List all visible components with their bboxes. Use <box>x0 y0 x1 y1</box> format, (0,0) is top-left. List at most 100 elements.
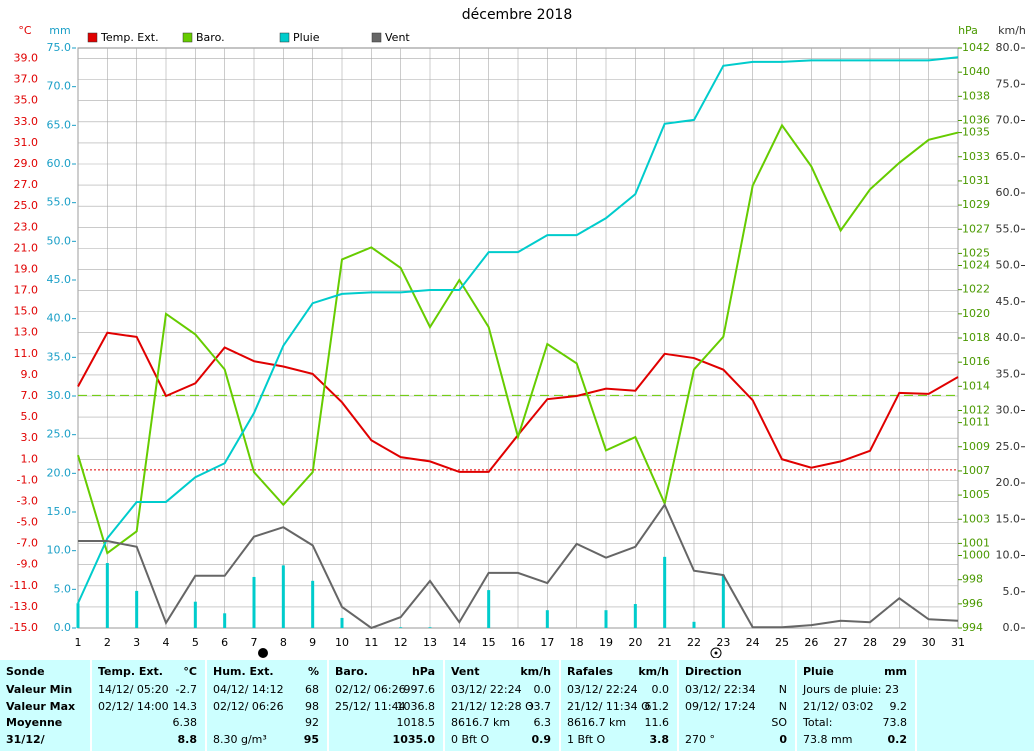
y2-tick-label: 998 <box>962 573 983 586</box>
y-tick-label: -3.0 <box>17 494 38 507</box>
y-tick-label: 5.0 <box>21 410 39 423</box>
stats-cell: 1018.5 <box>335 715 436 731</box>
y-tick-label: 21.0 <box>14 241 39 254</box>
stats-cell-value: 0.0 <box>651 683 670 696</box>
y2-tick-label: 1029 <box>962 198 990 211</box>
y3-tick-label: 45.0 <box>47 273 72 286</box>
stats-cell-value: N <box>778 683 787 696</box>
y2-tick-label: 1001 <box>962 536 990 549</box>
y3-tick-label: 10.0 <box>47 544 72 557</box>
x-tick-label: 19 <box>599 636 613 649</box>
stats-column-empty <box>915 660 1034 751</box>
stats-cell: 6.38 <box>98 715 198 731</box>
rain-bar <box>252 576 256 628</box>
y-tick-label: -9.0 <box>17 558 38 571</box>
x-tick-label: 8 <box>280 636 287 649</box>
stats-cell: 02/12/ 06:26 997.6 <box>335 682 435 698</box>
x-tick-label: 31 <box>951 636 965 649</box>
stats-cell: 73.8 mm 0.2 <box>803 732 907 748</box>
y4-tick-label: 35.0 <box>996 367 1021 380</box>
x-tick-label: 4 <box>163 636 170 649</box>
y3-tick-label: 25.0 <box>47 428 72 441</box>
stats-table: Sonde Valeur Min Valeur Max Moyenne 31/12/Te… <box>0 658 1034 751</box>
stats-cell-value: 33.7 <box>526 700 552 713</box>
y4-tick-label: 5.0 <box>1003 585 1021 598</box>
y3-tick-label: 75.0 <box>47 41 72 54</box>
rain-bar <box>135 590 139 628</box>
stats-cell: SO <box>685 715 787 731</box>
series-line <box>78 502 959 630</box>
rain-bar <box>604 610 608 628</box>
x-tick-label: 10 <box>335 636 349 649</box>
y-unit: °C <box>18 24 32 37</box>
y-tick-label: -11.0 <box>10 579 38 592</box>
x-tick-label: 1 <box>75 636 82 649</box>
y-tick-label: 37.0 <box>14 73 39 86</box>
x-tick-label: 16 <box>511 636 525 649</box>
x-tick-label: 29 <box>892 636 906 649</box>
stats-cell-value: 61.2 <box>644 700 670 713</box>
stats-header: Sonde <box>6 665 45 678</box>
legend-swatch <box>182 32 193 43</box>
stats-header-unit: hPa <box>411 665 435 678</box>
chart: décembre 2018 1 2 3 4 5 6 7 8 9 10 11 12 13 14 15 16 17 1… <box>10 7 1026 658</box>
stats-cell-value: 1018.5 <box>396 716 436 729</box>
y2-tick-label: 1040 <box>962 65 990 78</box>
rain-bar <box>692 621 696 628</box>
stats-cell-value: 68 <box>305 683 319 696</box>
y4-tick-label: 80.0 <box>996 41 1021 54</box>
y-tick-label: 39.0 <box>14 52 39 65</box>
stats-cell: 92 <box>213 715 319 731</box>
stats-cell-label: 14/12/ 05:20 <box>98 683 169 696</box>
legend-swatch <box>371 32 382 43</box>
legend-swatch <box>87 32 98 43</box>
rain-bar <box>633 604 637 628</box>
x-tick-label: 7 <box>251 636 258 649</box>
stats-cell: 14/12/ 05:20 -2.7 <box>98 682 197 698</box>
stats-cell: 02/12/ 14:00 14.3 <box>98 699 197 715</box>
stats-cell: 8616.7 km 6.3 <box>451 715 551 731</box>
stats-header-unit: mm <box>884 665 907 678</box>
y4-tick-label: 60.0 <box>996 186 1021 199</box>
x-tick-label: 6 <box>221 636 228 649</box>
stats-cell-label: 1 Bft O <box>567 733 606 746</box>
y3-tick-label: 70.0 <box>47 80 72 93</box>
y-tick-label: 15.0 <box>14 305 39 318</box>
stats-header: Baro. hPa <box>335 664 435 680</box>
y4-tick-label: 50.0 <box>996 259 1021 272</box>
y4-tick-label: 10.0 <box>996 549 1021 562</box>
stats-cell-label: 8616.7 km <box>567 716 627 729</box>
stats-cell-label: 04/12/ 14:12 <box>213 683 284 696</box>
x-tick-label: 30 <box>922 636 936 649</box>
y3-tick-label: 55.0 <box>47 196 72 209</box>
stats-cell-value: 11.6 <box>644 716 670 729</box>
stats-cell: 1 Bft O 3.8 <box>567 732 669 748</box>
y-tick-label: 33.0 <box>14 115 39 128</box>
y4-tick-label: 55.0 <box>996 222 1021 235</box>
y4-tick-label: 30.0 <box>996 404 1021 417</box>
y4-tick-label: 40.0 <box>996 331 1021 344</box>
y-tick-label: 31.0 <box>14 136 39 149</box>
stats-column: Sonde Valeur Min Valeur Max Moyenne 31/12/ <box>0 660 90 751</box>
stats-header-title: Hum. Ext. <box>213 665 274 678</box>
y2-tick-label: 1027 <box>962 222 990 235</box>
stats-cell: 1035.0 <box>335 732 435 748</box>
stats-header-unit: km/h <box>520 665 551 678</box>
stats-header-unit: % <box>307 665 319 678</box>
x-tick-label: 15 <box>482 636 496 649</box>
stats-cell-value: 73.8 <box>882 716 908 729</box>
stats-cell-value: 0.2 <box>887 733 908 746</box>
stats-column: Rafales km/h 03/12/ 22:24 0.0 21/12/ 11:34 O… <box>559 660 677 751</box>
y2-tick-label: 1022 <box>962 283 990 296</box>
x-tick-label: 17 <box>540 636 554 649</box>
stats-header: Hum. Ext.% <box>213 664 319 680</box>
y2-tick-label: 1005 <box>962 488 990 501</box>
legend-label: Temp. Ext. <box>100 31 159 44</box>
stats-cell-label: 73.8 mm <box>803 733 853 746</box>
stats-cell-label: 21/12/ 12:28 O <box>451 700 534 713</box>
rain-bar <box>399 627 403 628</box>
y2-tick-label: 1036 <box>962 114 990 127</box>
y2-tick-label: 1024 <box>962 259 990 272</box>
stats-cell-label: 8616.7 km <box>451 716 511 729</box>
full-moon-dot <box>714 651 718 655</box>
